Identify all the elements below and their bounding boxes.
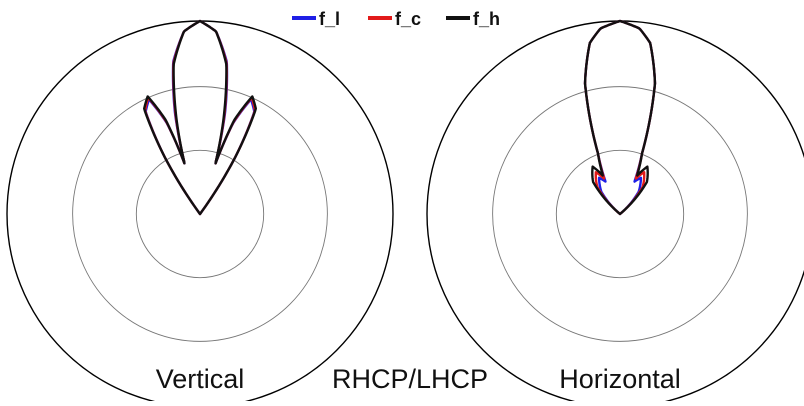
legend-label-f-l: f_l bbox=[319, 9, 340, 29]
series-pattern-f-h bbox=[583, 19, 657, 216]
grid-ring bbox=[492, 86, 748, 342]
grid-ring bbox=[555, 149, 685, 279]
legend: f_l f_c f_h bbox=[292, 9, 500, 29]
legend-label-f-c: f_c bbox=[395, 9, 421, 29]
legend-label-f-h: f_h bbox=[473, 9, 500, 29]
grid-ring bbox=[72, 86, 328, 342]
outer-ring bbox=[6, 20, 394, 406]
label-polarization: RHCP/LHCP bbox=[332, 364, 488, 394]
grid-ring bbox=[135, 149, 265, 279]
polar-plot-vertical bbox=[6, 19, 394, 406]
series-pattern-f-h bbox=[143, 19, 257, 216]
series-pattern-f-c bbox=[143, 19, 257, 216]
label-vertical: Vertical bbox=[156, 364, 245, 394]
label-horizontal: Horizontal bbox=[559, 364, 681, 394]
polar-plot-horizontal bbox=[426, 19, 804, 406]
series-pattern-f-l bbox=[144, 19, 256, 216]
